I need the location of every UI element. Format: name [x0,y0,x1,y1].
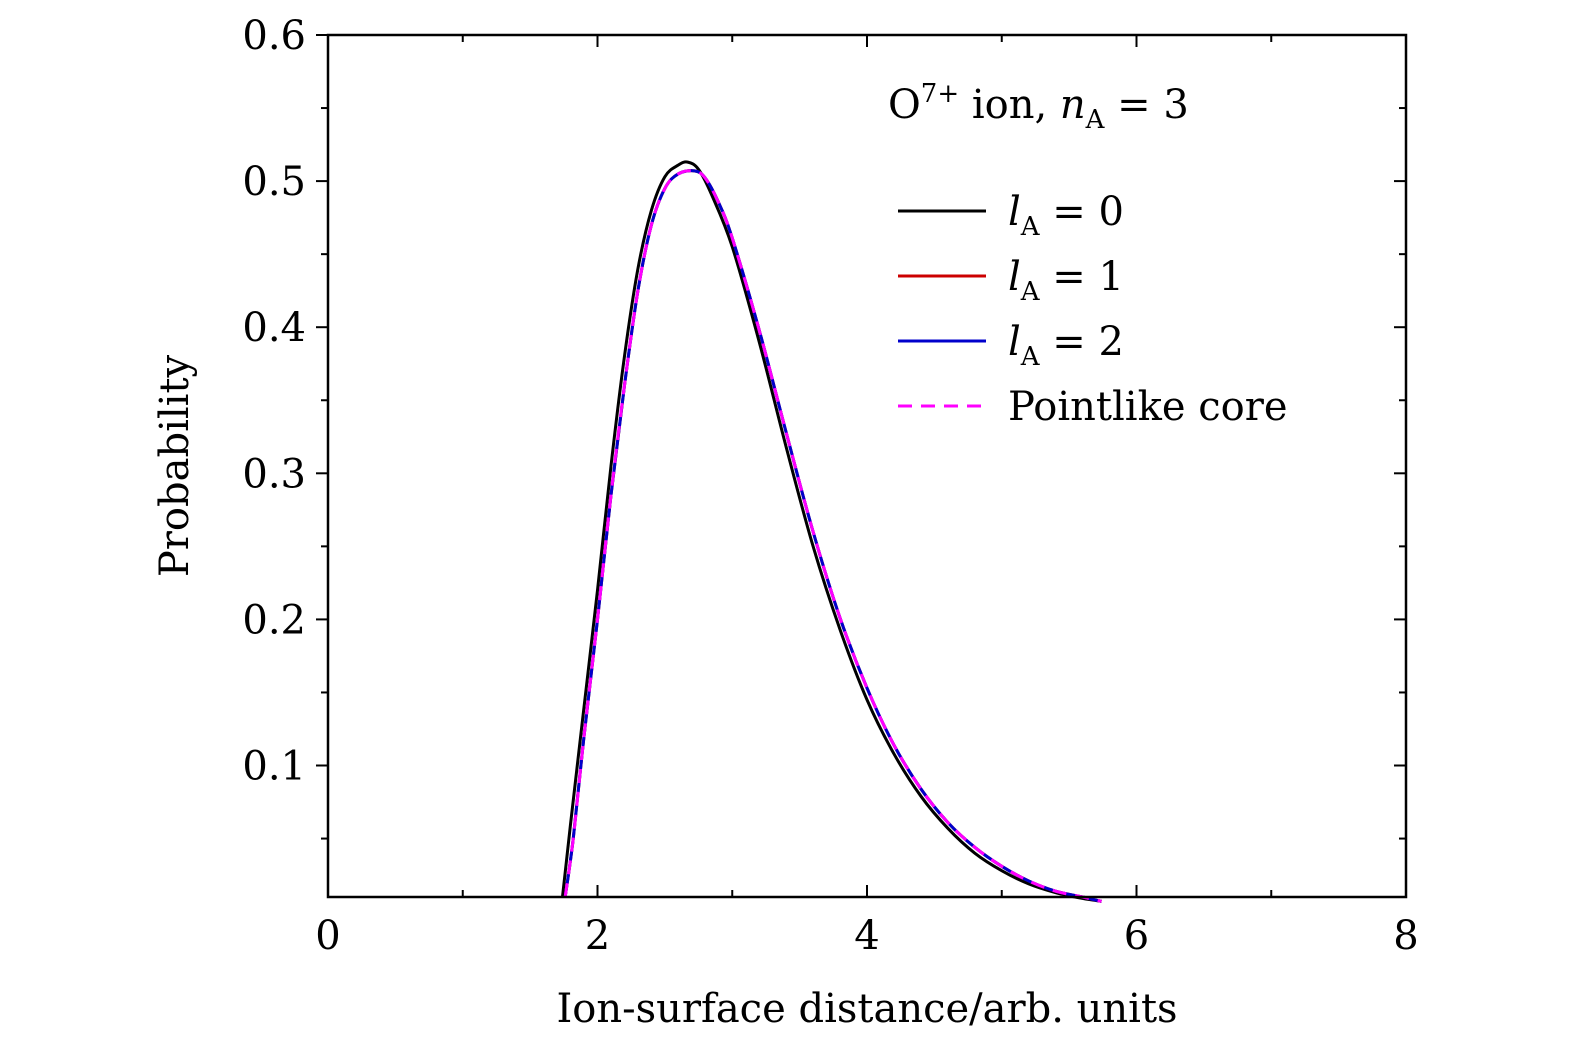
x-tick-label: 6 [1124,913,1149,959]
series-lines [560,160,1102,903]
y-axis-title: Probability [152,354,198,577]
x-tick-label: 2 [585,913,610,959]
y-tick-label: 0.6 [242,13,306,59]
y-tick-label: 0.1 [242,744,306,790]
x-tick-label: 8 [1393,913,1418,959]
ion-annotation: O7+ ion, nA = 3 [888,79,1189,135]
plot-frame [326,33,1408,899]
x-axis-title: Ion-surface distance/arb. units [556,986,1177,1032]
legend-label-1: lA = 1 [1008,254,1124,307]
legend-sub: A [1020,277,1041,307]
y-tick-label: 0.4 [242,305,306,351]
annotation-suffix: = 3 [1104,82,1188,128]
legend-var: l [1008,319,1021,365]
y-tick-labels: 0.1 0.2 0.3 0.4 0.5 0.6 [242,13,306,790]
series-line-3 [563,169,1102,903]
legend-label-2: lA = 2 [1008,319,1124,372]
legend-sub: A [1020,342,1041,372]
axis-ticks [316,34,1407,897]
x-tick-labels: 0 2 4 6 8 [315,913,1418,959]
y-tick-label: 0.5 [242,159,306,205]
x-tick-label: 4 [854,913,879,959]
legend-suffix: = 2 [1040,319,1124,365]
annotation-middle: ion, [959,82,1060,128]
annotation-subscript: A [1085,105,1106,135]
legend-sub: A [1020,212,1041,242]
annotation-var: n [1060,82,1086,128]
legend-var: l [1008,254,1021,300]
legend-var: l [1008,189,1021,235]
annotation-superscript: 7+ [921,79,959,109]
y-tick-label: 0.2 [242,597,306,643]
annotation-prefix: O [888,82,921,128]
legend-label-0: lA = 0 [1008,189,1124,242]
series-line-0 [560,160,1102,903]
legend-suffix: = 1 [1040,254,1124,300]
y-tick-label: 0.3 [242,451,306,497]
legend-suffix: = 0 [1040,189,1124,235]
legend-label-3: Pointlike core [1008,384,1288,430]
x-tick-label: 0 [315,913,340,959]
